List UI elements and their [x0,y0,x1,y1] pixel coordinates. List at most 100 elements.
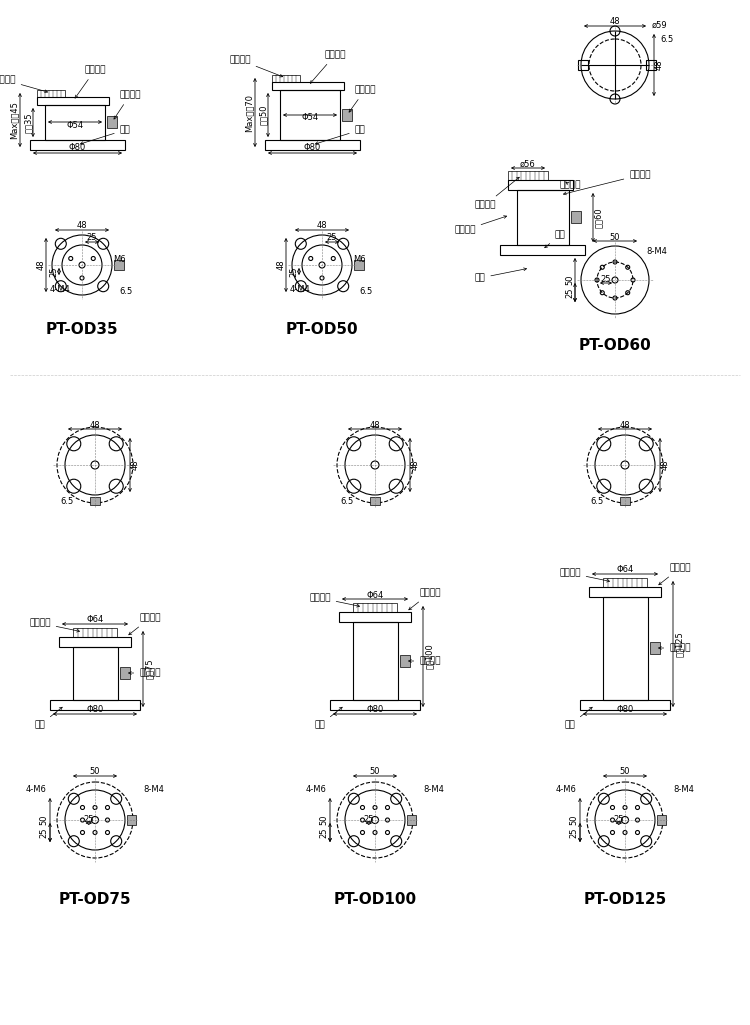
Text: 25: 25 [566,287,574,297]
Text: 25: 25 [601,276,611,285]
Text: 基高75: 基高75 [145,659,154,680]
Text: 48: 48 [76,221,87,231]
Text: 4-M6: 4-M6 [556,785,577,794]
Text: 25: 25 [40,827,49,837]
Text: 50: 50 [320,815,328,825]
Bar [353,603,397,612]
Text: Φ54: Φ54 [302,114,319,123]
Text: 底座: 底座 [80,125,130,145]
Bar [265,140,360,150]
Text: 25: 25 [364,816,374,824]
Bar [59,637,131,647]
Bar [45,105,105,140]
Text: Φ64: Φ64 [616,566,634,574]
Text: 48: 48 [37,259,46,271]
Text: M6: M6 [112,254,125,263]
Text: 底座: 底座 [34,707,62,730]
Bar [580,700,670,710]
Text: 底座: 底座 [475,268,526,283]
Bar [339,612,411,622]
Text: 工作台面: 工作台面 [129,614,160,634]
Bar [73,628,117,637]
Text: PT-OD75: PT-OD75 [58,893,131,907]
Bar [508,171,548,180]
Text: 50: 50 [40,815,49,825]
Text: 微调螺母: 微调螺母 [29,618,80,632]
Bar [114,260,124,270]
Bar [500,245,585,255]
Bar [272,75,300,82]
Text: 微调螺母: 微调螺母 [0,76,47,92]
Text: 锁紧螺钉: 锁紧螺钉 [128,668,160,678]
Bar [400,655,410,667]
Text: 48: 48 [620,420,630,429]
Text: Φ54: Φ54 [67,121,83,129]
Text: Φ64: Φ64 [366,590,383,600]
Bar [280,90,340,140]
Text: 微调螺母: 微调螺母 [560,569,610,582]
Bar [107,116,117,128]
Text: 25: 25 [290,266,298,277]
Text: 底座: 底座 [316,125,365,145]
Text: 底座: 底座 [565,707,592,730]
Text: 8-M4: 8-M4 [143,785,164,794]
Text: 微调螺母: 微调螺母 [309,593,359,607]
Text: 6.5: 6.5 [119,287,133,295]
Bar [578,60,588,70]
Bar [407,815,416,825]
Text: 底座: 底座 [315,707,342,730]
Text: M6: M6 [352,254,365,263]
Text: 50: 50 [90,768,101,777]
Text: 锁紧螺钉: 锁紧螺钉 [409,656,441,665]
Text: 48: 48 [370,420,380,429]
Text: 6.5: 6.5 [340,496,354,505]
Text: 4-M6: 4-M6 [306,785,327,794]
Text: 锁紧螺钉: 锁紧螺钉 [658,644,691,653]
Text: Φ80: Φ80 [366,704,383,713]
Text: 48: 48 [130,459,140,470]
Text: 48: 48 [661,459,670,470]
Text: Φ80: Φ80 [69,144,86,153]
Text: 48: 48 [655,59,664,71]
Text: 50: 50 [569,815,578,825]
Bar [73,647,118,700]
Text: 工作台面: 工作台面 [310,50,346,83]
Text: 6.5: 6.5 [590,496,604,505]
Text: 8-M4: 8-M4 [646,246,668,255]
Text: 25: 25 [569,827,578,837]
Text: 基高60: 基高60 [593,207,602,228]
Text: Φ64: Φ64 [86,615,104,624]
Bar [120,667,130,679]
Text: 基高50: 基高50 [259,105,268,125]
Bar [50,700,140,710]
Text: 基高125: 基高125 [674,631,683,657]
Text: 48: 48 [316,221,327,231]
Bar [90,497,100,505]
Text: 48: 48 [90,420,101,429]
Bar [589,587,661,597]
Text: ø56: ø56 [520,160,536,168]
Text: 工作台面: 工作台面 [563,170,651,195]
Text: 25: 25 [50,266,58,277]
Text: ø59: ø59 [651,20,667,30]
Text: 工作台面: 工作台面 [409,588,441,610]
Text: 4-M4: 4-M4 [50,285,70,293]
Bar [330,700,420,710]
Text: PT-OD35: PT-OD35 [46,323,118,337]
Text: 锁紧螺钉: 锁紧螺钉 [114,90,141,119]
Bar [370,497,380,505]
Bar [37,90,65,97]
Text: 6.5: 6.5 [359,287,373,295]
Bar [508,180,573,190]
Text: 工作台面: 工作台面 [658,564,691,585]
Text: 基高100: 基高100 [424,644,433,669]
Bar [272,82,344,90]
Text: 50: 50 [566,275,574,285]
Text: 8-M4: 8-M4 [423,785,444,794]
Text: 工作台面: 工作台面 [75,66,106,98]
Text: 锁紧螺钉: 锁紧螺钉 [349,85,376,112]
Text: Φ80: Φ80 [616,704,634,713]
Text: 25: 25 [83,816,94,824]
Text: 微调螺母: 微调螺母 [454,215,507,235]
Bar [571,211,581,223]
